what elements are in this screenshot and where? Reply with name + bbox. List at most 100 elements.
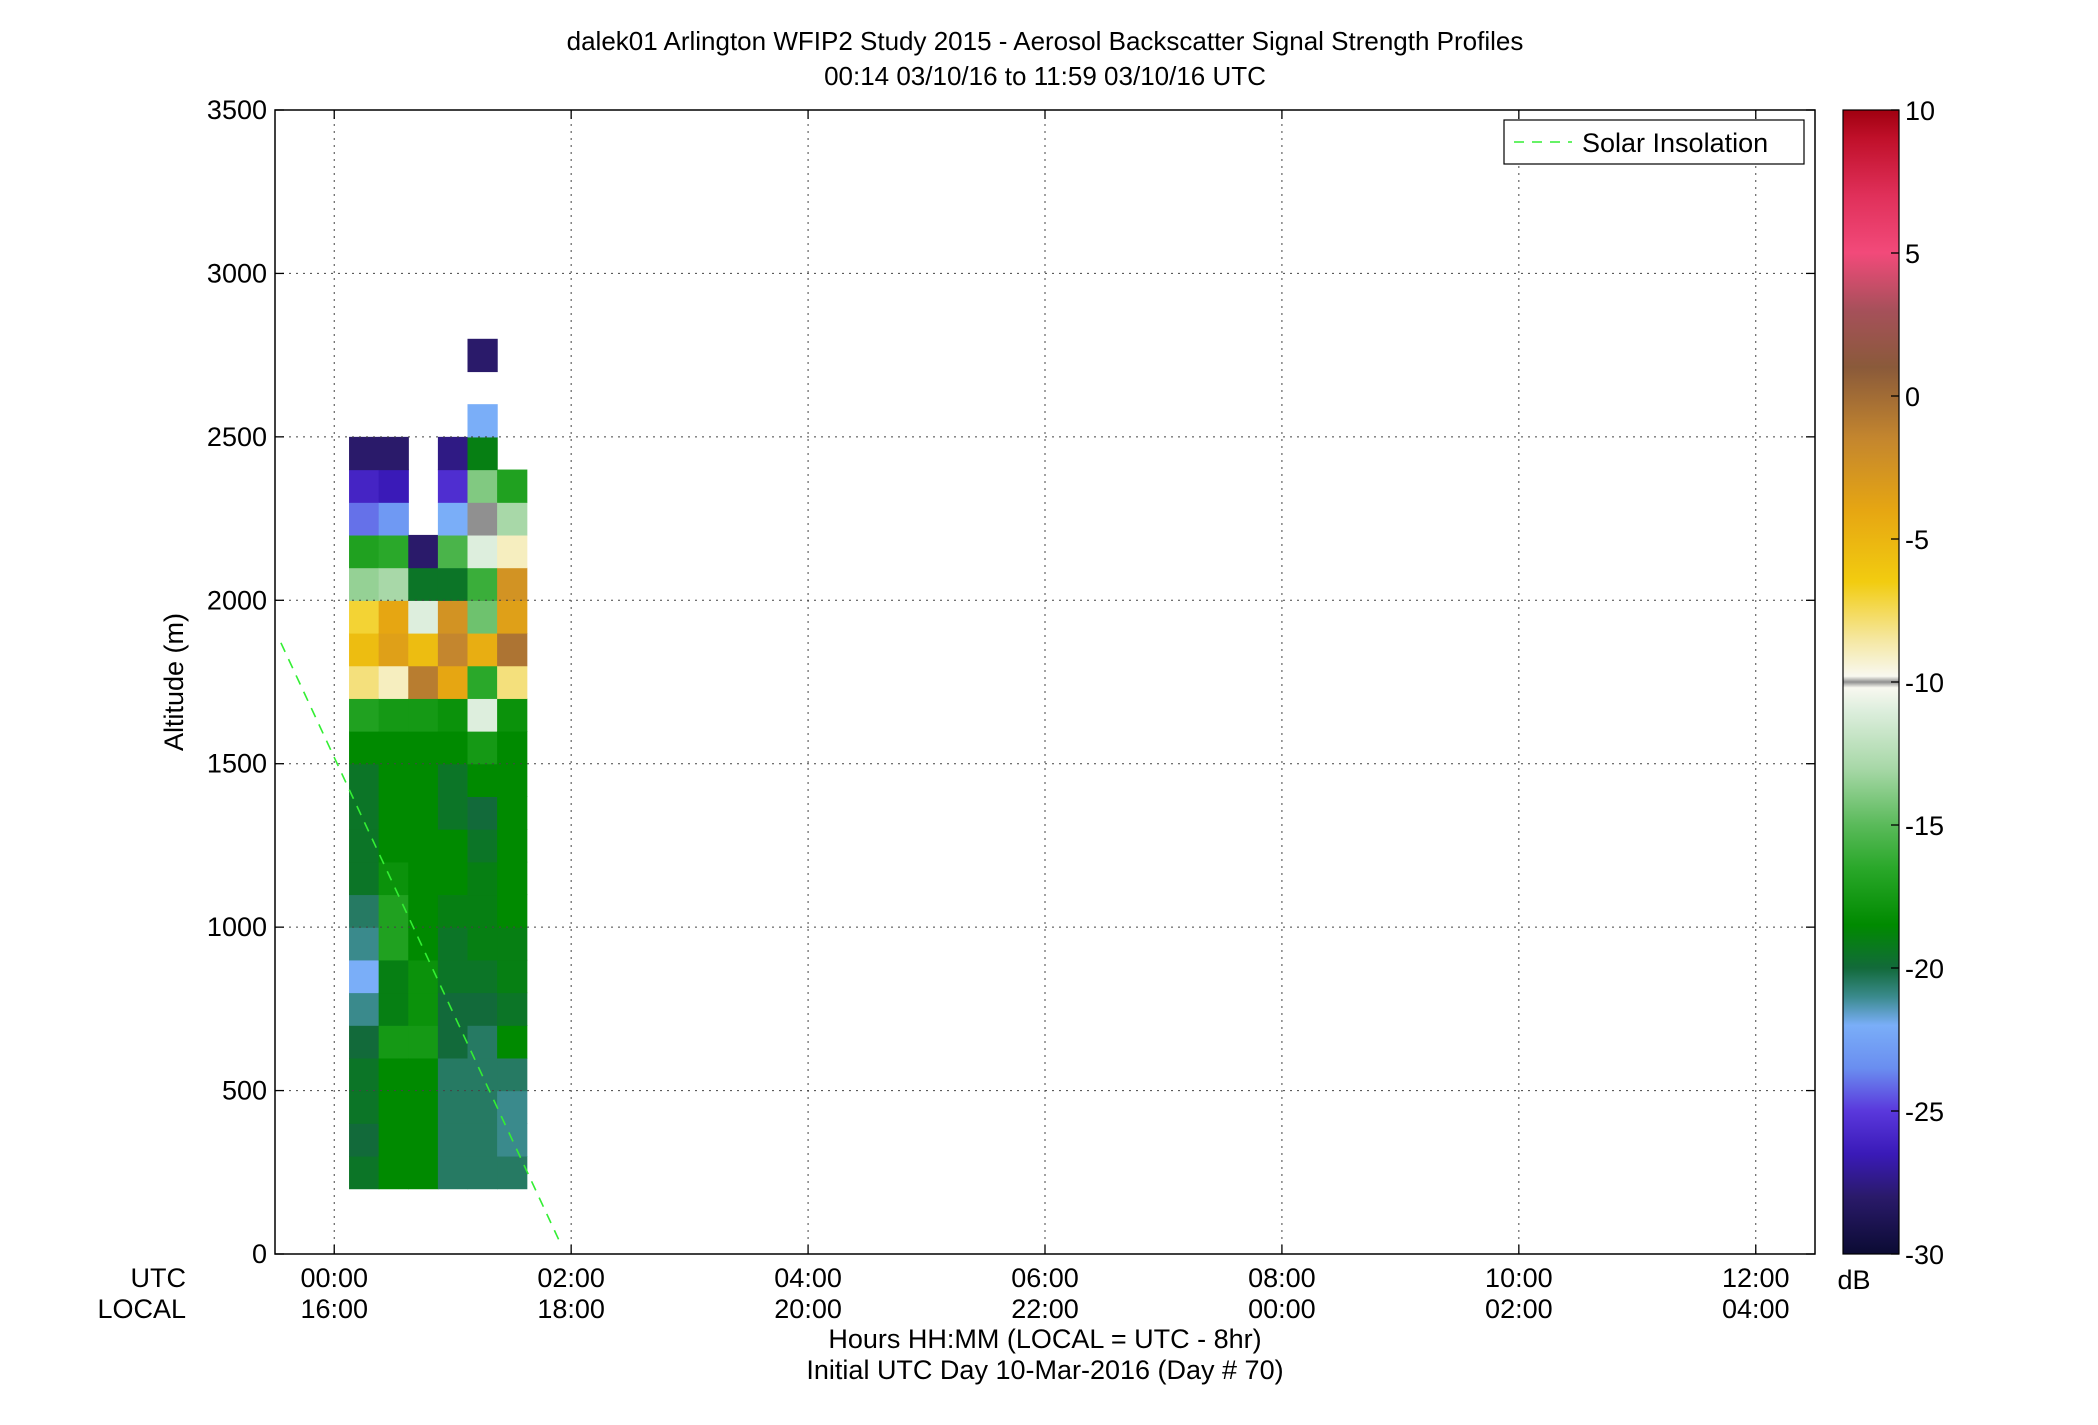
heatmap-cell <box>437 1123 469 1157</box>
heatmap-cell <box>467 731 498 765</box>
heatmap-cell <box>378 1057 409 1092</box>
heatmap-cell <box>437 665 469 699</box>
heatmap-cell <box>467 894 498 928</box>
heatmap-cell <box>497 567 528 601</box>
heatmap-cell <box>378 894 409 928</box>
heatmap-cell <box>497 534 528 569</box>
heatmap-cell <box>497 665 528 699</box>
heatmap-cell <box>497 927 528 961</box>
heatmap-cell <box>378 796 409 830</box>
heatmap-cell <box>408 1025 439 1059</box>
heatmap-cell <box>408 567 439 601</box>
heatmap-cell <box>467 632 498 667</box>
colorbar-unit-label: dB <box>1837 1265 1870 1295</box>
heatmap-cell <box>467 436 498 471</box>
heatmap-cell <box>467 665 498 699</box>
heatmap-cell <box>437 567 469 601</box>
heatmap-cell <box>467 567 498 601</box>
colorbar-tick-label: -15 <box>1905 811 1944 841</box>
heatmap-cell <box>497 600 528 634</box>
heatmap-cell <box>408 796 439 830</box>
heatmap-cell <box>378 731 409 765</box>
heatmap-cell <box>408 534 439 569</box>
x-row-label-local: LOCAL <box>97 1294 186 1324</box>
heatmap-cell <box>408 698 439 732</box>
y-tick-label: 3000 <box>207 258 267 288</box>
heatmap-cell <box>378 698 409 732</box>
y-axis: 0 500 1000 1500 2000 2500 3000 3500 <box>207 95 1815 1269</box>
y-axis-label: Altitude (m) <box>159 613 189 751</box>
heatmap-cell <box>378 927 409 961</box>
heatmap-cell <box>437 600 469 634</box>
heatmap-cell <box>467 338 498 373</box>
heatmap-cell <box>497 829 528 863</box>
heatmap-cell <box>497 796 528 830</box>
x-tick-label-utc: 02:00 <box>537 1263 605 1293</box>
heatmap-cell <box>467 1155 498 1190</box>
heatmap-cell <box>467 927 498 961</box>
heatmap-cell <box>349 927 380 961</box>
y-tick-label: 2500 <box>207 422 267 452</box>
heatmap-cell <box>378 763 409 797</box>
heatmap-cell <box>408 927 439 961</box>
heatmap-cell <box>408 763 439 797</box>
heatmap-cell <box>497 731 528 765</box>
heatmap-cell <box>378 829 409 863</box>
x-tick-label-utc: 00:00 <box>300 1263 368 1293</box>
heatmap-cell <box>497 959 528 994</box>
x-axis-label: Hours HH:MM (LOCAL = UTC - 8hr) <box>828 1324 1261 1354</box>
heatmap-cell <box>378 861 409 896</box>
heatmap-cell <box>349 632 380 667</box>
heatmap-cell <box>349 894 380 928</box>
heatmap-cells <box>349 338 528 1190</box>
heatmap-cell <box>408 600 439 634</box>
heatmap-cell <box>378 469 409 503</box>
colorbar-tick-label: -25 <box>1905 1097 1944 1127</box>
heatmap-cell <box>437 894 469 928</box>
heatmap-cell <box>467 698 498 732</box>
heatmap-cell <box>437 927 469 961</box>
colorbar-ticks: 10 5 0 -5 -10 -15 -20 -25 -30 <box>1891 96 1944 1270</box>
y-tick-label: 1000 <box>207 912 267 942</box>
y-tick-label: 500 <box>222 1076 267 1106</box>
heatmap-cell <box>437 1057 469 1092</box>
heatmap-cell <box>437 829 469 863</box>
chart-title-line2: 00:14 03/10/16 to 11:59 03/10/16 UTC <box>824 61 1266 91</box>
heatmap-cell <box>437 632 469 667</box>
heatmap-cell <box>349 665 380 699</box>
heatmap-cell <box>408 1123 439 1157</box>
legend: Solar Insolation <box>1503 119 1805 165</box>
heatmap-cell <box>497 698 528 732</box>
x-tick-label-utc: 12:00 <box>1722 1263 1790 1293</box>
heatmap-cell <box>378 1025 409 1059</box>
heatmap-cell <box>437 1025 469 1059</box>
colorbar-tick-label: -20 <box>1905 954 1944 984</box>
heatmap-cell <box>378 1155 409 1190</box>
heatmap-cell <box>378 992 409 1026</box>
heatmap-cell <box>437 502 469 536</box>
heatmap-cell <box>497 1057 528 1092</box>
colorbar-tick-label: 5 <box>1905 239 1920 269</box>
heatmap-cell <box>437 959 469 994</box>
heatmap-cell <box>408 632 439 667</box>
heatmap-cell <box>349 796 380 830</box>
y-tick-label: 1500 <box>207 749 267 779</box>
heatmap-cell <box>497 1025 528 1059</box>
x-tick-label-local: 16:00 <box>300 1294 368 1324</box>
heatmap-cell <box>349 731 380 765</box>
colorbar-tick-label: -30 <box>1905 1240 1944 1270</box>
heatmap-cell <box>408 861 439 896</box>
heatmap-cell <box>349 698 380 732</box>
heatmap-cell <box>349 1155 380 1190</box>
heatmap-cell <box>378 1090 409 1124</box>
heatmap-cell <box>437 436 469 471</box>
heatmap-cell <box>349 469 380 503</box>
heatmap-cell <box>349 436 380 471</box>
chart-title-line1: dalek01 Arlington WFIP2 Study 2015 - Aer… <box>567 26 1524 56</box>
solar-insolation-line <box>280 642 561 1242</box>
heatmap-cell <box>437 731 469 765</box>
heatmap-cell <box>349 502 380 536</box>
x-tick-label-utc: 08:00 <box>1248 1263 1316 1293</box>
y-tick-label: 3500 <box>207 95 267 125</box>
heatmap-cell <box>378 1123 409 1157</box>
